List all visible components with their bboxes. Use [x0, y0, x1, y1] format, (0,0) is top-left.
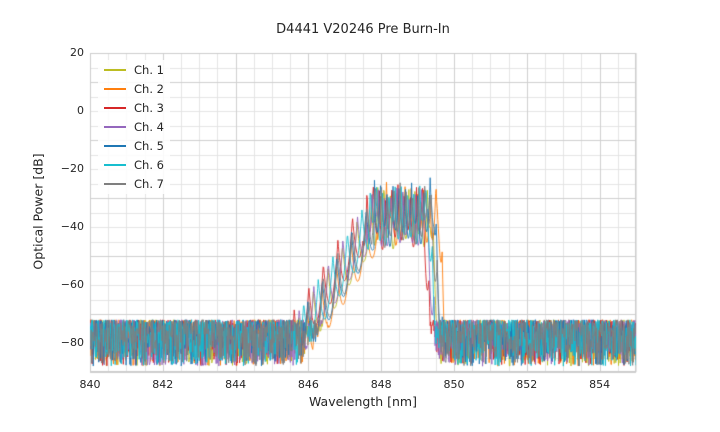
- x-tick-label: 844: [225, 378, 247, 391]
- legend-line-swatch: [104, 69, 126, 71]
- y-tick-label: −80: [60, 336, 84, 349]
- legend-item-ch-4: Ch. 4: [104, 120, 164, 134]
- legend-label: Ch. 2: [134, 82, 164, 96]
- x-tick-label: 852: [516, 378, 538, 391]
- legend-item-ch-5: Ch. 5: [104, 139, 164, 153]
- legend-label: Ch. 6: [134, 158, 164, 172]
- legend: Ch. 1 Ch. 2 Ch. 3 Ch. 4 Ch. 5 Ch. 6 Ch. 7: [98, 60, 170, 194]
- legend-label: Ch. 4: [134, 120, 164, 134]
- x-tick-label: 846: [297, 378, 319, 391]
- legend-item-ch-2: Ch. 2: [104, 82, 164, 96]
- chart-title: D4441 V20246 Pre Burn-In: [276, 22, 450, 37]
- legend-line-swatch: [104, 164, 126, 166]
- y-tick-label: 0: [77, 104, 84, 117]
- legend-line-swatch: [104, 145, 126, 147]
- legend-line-swatch: [104, 183, 126, 185]
- legend-label: Ch. 5: [134, 139, 164, 153]
- legend-item-ch-7: Ch. 7: [104, 177, 164, 191]
- legend-item-ch-3: Ch. 3: [104, 101, 164, 115]
- y-tick-label: −20: [60, 162, 84, 175]
- legend-line-swatch: [104, 107, 126, 109]
- legend-item-ch-1: Ch. 1: [104, 63, 164, 77]
- legend-item-ch-6: Ch. 6: [104, 158, 164, 172]
- x-tick-label: 854: [589, 378, 611, 391]
- x-tick-label: 848: [370, 378, 392, 391]
- legend-line-swatch: [104, 88, 126, 90]
- legend-line-swatch: [104, 126, 126, 128]
- x-tick-label: 840: [79, 378, 101, 391]
- x-tick-label: 842: [152, 378, 174, 391]
- legend-label: Ch. 7: [134, 177, 164, 191]
- legend-label: Ch. 1: [134, 63, 164, 77]
- x-axis-label: Wavelength [nm]: [309, 394, 417, 409]
- legend-label: Ch. 3: [134, 101, 164, 115]
- y-tick-label: −40: [60, 220, 84, 233]
- y-tick-label: −60: [60, 278, 84, 291]
- x-tick-label: 850: [443, 378, 465, 391]
- y-tick-label: 20: [70, 46, 84, 59]
- y-axis-label: Optical Power [dB]: [30, 153, 46, 270]
